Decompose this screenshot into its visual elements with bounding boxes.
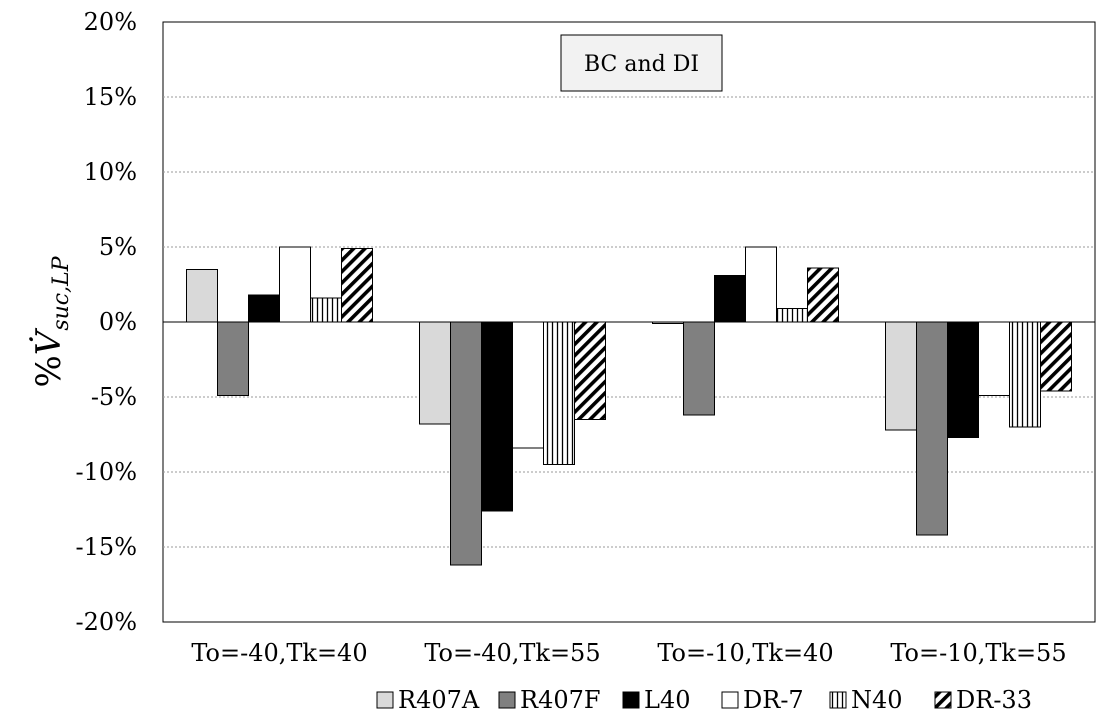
y-axis-title: %V̇suc,LP [29, 255, 74, 387]
y-axis-ticks: 20% 15% 10% 5% 0% -5% -10% -15% -20% [76, 8, 137, 636]
legend-swatch-r407f [498, 691, 516, 709]
legend-swatch-r407a [376, 691, 394, 709]
bar-r407f-3 [916, 321, 948, 536]
bar-dr-33-3 [1040, 321, 1072, 392]
bar-dr-33-0 [341, 248, 373, 323]
legend-swatch-l40 [622, 691, 640, 709]
bar-r407f-1 [450, 321, 482, 566]
y-tick-label: 0% [99, 308, 137, 336]
bar-r407a-1 [419, 321, 451, 425]
x-category-label: To=-40,Tk=40 [191, 639, 367, 667]
y-tick-label: 5% [99, 233, 137, 261]
legend-label: R407A [398, 686, 480, 714]
bar-l40-1 [481, 321, 513, 512]
legend-swatch-dr-7 [721, 691, 739, 709]
bar-n40-3 [1009, 321, 1041, 428]
bar-n40-2 [776, 308, 808, 323]
legend: R407A R407F L40 DR-7 N40 DR-33 [376, 686, 1032, 714]
y-axis-title-symbol: V̇ [29, 327, 69, 355]
y-tick-label: 10% [84, 158, 137, 186]
bar-r407a-0 [186, 269, 218, 323]
x-category-label: To=-10,Tk=40 [657, 639, 833, 667]
annotation-box: BC and DI [560, 34, 723, 92]
annotation-text: BC and DI [584, 52, 699, 77]
legend-label: L40 [644, 686, 690, 714]
bar-r407f-0 [217, 321, 249, 396]
legend-label: DR-33 [956, 686, 1032, 714]
bar-dr-7-1 [512, 321, 544, 449]
y-axis-title-prefix: % [29, 355, 69, 387]
legend-swatch-dr-33 [934, 691, 952, 709]
y-tick-label: -5% [91, 383, 137, 411]
bar-dr-33-2 [807, 267, 839, 323]
y-axis-title-subscript: suc,LP [49, 255, 74, 330]
y-tick-label: 15% [84, 83, 137, 111]
x-axis-categories: To=-40,Tk=40 To=-40,Tk=55 To=-10,Tk=40 To=-… [191, 639, 1066, 667]
bar-n40-1 [543, 321, 575, 465]
bar-dr-7-3 [978, 321, 1010, 396]
bar-l40-3 [947, 321, 979, 438]
legend-swatch-n40 [829, 691, 847, 709]
y-tick-label: 20% [84, 8, 137, 36]
y-tick-label: -10% [76, 458, 137, 486]
bars [186, 246, 1072, 566]
bar-r407f-2 [683, 321, 715, 416]
bar-dr-7-2 [745, 246, 777, 323]
legend-label: R407F [520, 686, 601, 714]
y-tick-label: -20% [76, 608, 137, 636]
x-category-label: To=-10,Tk=55 [890, 639, 1066, 667]
svg-text:%V̇suc,LP: %V̇suc,LP [29, 255, 74, 387]
bar-l40-2 [714, 275, 746, 323]
bar-l40-0 [248, 294, 280, 323]
legend-label: DR-7 [743, 686, 804, 714]
legend-label: N40 [851, 686, 903, 714]
x-category-label: To=-40,Tk=55 [424, 639, 600, 667]
y-tick-label: -15% [76, 533, 137, 561]
bar-n40-0 [310, 297, 342, 323]
bar-dr-7-0 [279, 246, 311, 323]
bar-dr-33-1 [574, 321, 606, 420]
bar-r407a-3 [885, 321, 917, 431]
